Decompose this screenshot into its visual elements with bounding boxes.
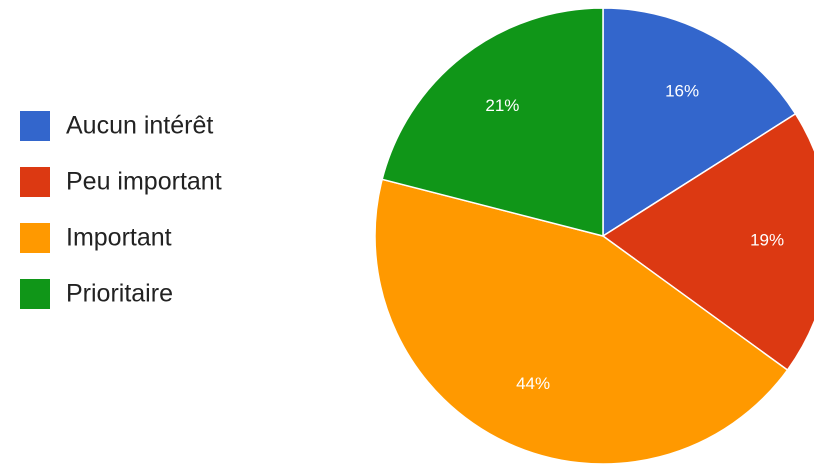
slice-label-aucun-interet: 16% <box>665 82 699 101</box>
legend-label-prioritaire: Prioritaire <box>66 280 173 308</box>
pie-slice-prioritaire <box>381 7 604 237</box>
legend-swatch-peu-important <box>20 167 50 197</box>
legend-label-aucun-interet: Aucun intérêt <box>66 112 213 140</box>
slice-label-peu-important: 19% <box>750 231 784 250</box>
slice-label-important: 44% <box>516 374 550 393</box>
legend-label-important: Important <box>66 224 172 252</box>
pie-slices <box>374 7 814 465</box>
slice-labels: 16% 19% 44% 21% <box>485 82 784 393</box>
legend: Aucun intérêt Peu important Important Prior… <box>20 111 222 309</box>
pie-slice-peu-important <box>601 112 814 372</box>
legend-swatch-prioritaire <box>20 279 50 309</box>
slice-label-prioritaire: 21% <box>485 96 519 115</box>
pie-slice-aucun-interet <box>602 7 797 238</box>
legend-swatch-important <box>20 223 50 253</box>
legend-label-peu-important: Peu important <box>66 168 222 196</box>
pie-slice-important <box>374 178 789 465</box>
legend-swatch-aucun-interet <box>20 111 50 141</box>
